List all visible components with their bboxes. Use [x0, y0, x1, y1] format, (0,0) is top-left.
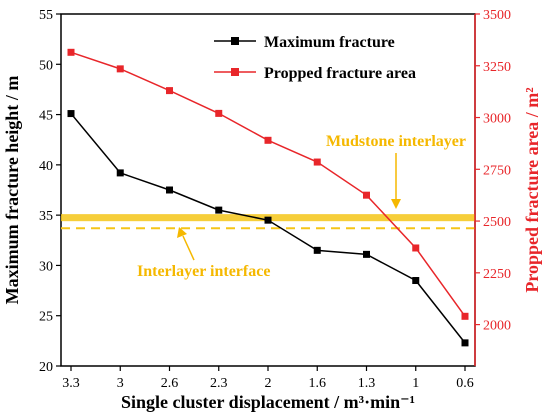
data-point-maximum-fracture	[461, 339, 469, 347]
mudstone-arrow-head	[391, 199, 401, 209]
left-axis: 20 25 30 35 40 45 50 55	[39, 8, 61, 375]
interface-arrow-shaft	[182, 235, 195, 261]
y-right-tick-label: 3250	[483, 60, 511, 75]
y-left-axis-title: Maximum fracture height / m	[2, 76, 22, 305]
series-layer	[67, 48, 469, 347]
x-tick-label: 2.6	[161, 376, 179, 391]
legend-label-propped-fracture-area: Propped fracture area	[264, 65, 416, 82]
y-right-tick-label: 2250	[483, 267, 511, 282]
data-point-maximum-fracture	[215, 206, 223, 214]
x-tick-label: 2	[265, 376, 272, 391]
data-point-propped-fracture-area	[116, 65, 124, 73]
mudstone-interlayer-label: Mudstone interlayer	[326, 133, 466, 150]
y-left-tick-label: 45	[39, 109, 53, 124]
interface-arrow-head	[177, 227, 187, 238]
legend-marker-maximum-fracture	[231, 37, 239, 45]
data-point-maximum-fracture	[363, 250, 370, 258]
data-point-propped-fracture-area	[264, 136, 272, 144]
right-axis: 2000 2250 2500 2750 3000 3250 3500	[474, 8, 511, 366]
data-point-propped-fracture-area	[461, 312, 469, 320]
data-point-propped-fracture-area	[363, 191, 370, 199]
data-point-maximum-fracture	[67, 110, 75, 118]
y-right-axis-title: Propped fracture area / m²	[522, 87, 542, 292]
data-point-maximum-fracture	[116, 169, 124, 177]
y-right-tick-label: 3500	[483, 8, 511, 23]
x-tick-label: 2.3	[210, 376, 228, 391]
y-left-tick-label: 20	[39, 360, 53, 375]
y-left-tick-label: 55	[39, 8, 53, 23]
data-point-propped-fracture-area	[67, 48, 75, 56]
y-left-tick-label: 25	[39, 310, 53, 325]
x-tick-label: 0.6	[456, 376, 474, 391]
data-point-maximum-fracture	[166, 186, 173, 194]
bottom-axis: 3.3 3 2.6 2.3 2 1.6 1.3 1 0.6	[62, 366, 474, 391]
data-point-maximum-fracture	[264, 216, 272, 224]
data-point-propped-fracture-area	[313, 158, 321, 166]
x-tick-label: 3	[117, 376, 124, 391]
y-right-tick-label: 2750	[483, 163, 511, 178]
legend-marker-propped-fracture-area	[231, 68, 239, 76]
x-tick-label: 3.3	[62, 376, 80, 391]
interlayer-interface-label: Interlayer interface	[137, 263, 270, 280]
y-right-tick-label: 3000	[483, 112, 511, 127]
y-right-tick-label: 2500	[483, 215, 511, 230]
y-right-tick-label: 2000	[483, 319, 511, 334]
y-left-tick-label: 35	[39, 209, 53, 224]
data-point-propped-fracture-area	[412, 244, 420, 252]
data-point-propped-fracture-area	[166, 87, 173, 95]
data-point-maximum-fracture	[412, 277, 420, 285]
data-point-propped-fracture-area	[215, 109, 223, 117]
x-tick-label: 1	[412, 376, 419, 391]
x-axis-title: Single cluster displacement / m³·min⁻¹	[121, 392, 415, 412]
y-left-tick-label: 30	[39, 259, 53, 274]
annotations: Mudstone interlayer Interlayer interface	[137, 133, 466, 280]
y-left-tick-label: 50	[39, 58, 53, 73]
y-left-tick-label: 40	[39, 159, 53, 174]
x-tick-label: 1.3	[358, 376, 376, 391]
data-point-maximum-fracture	[313, 246, 321, 254]
legend: Maximum fracture Propped fracture area	[214, 34, 416, 82]
legend-label-maximum-fracture: Maximum fracture	[264, 34, 395, 51]
x-tick-label: 1.6	[309, 376, 327, 391]
